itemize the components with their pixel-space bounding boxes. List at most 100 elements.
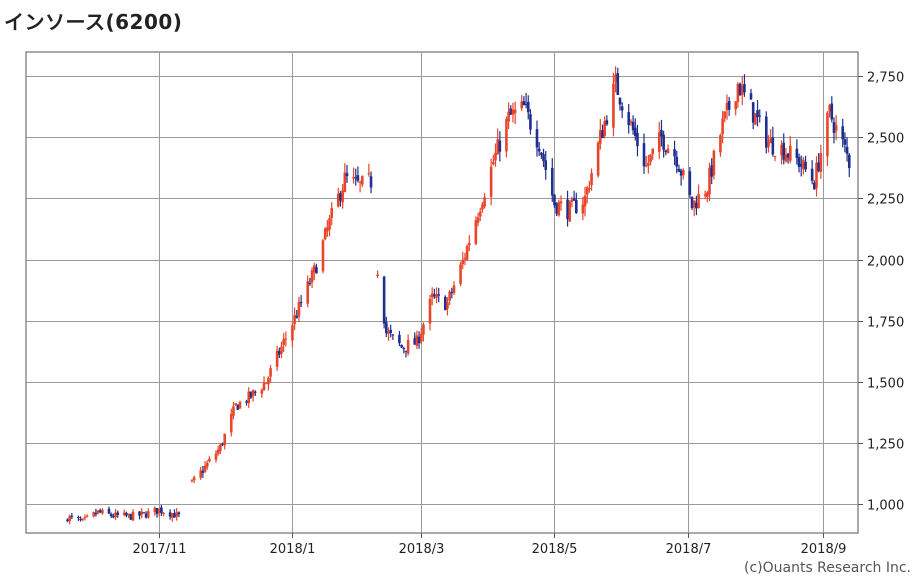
candle-down <box>498 140 502 152</box>
candle-down <box>677 168 681 172</box>
candle-up <box>734 101 738 110</box>
candle-down <box>535 129 539 148</box>
candle-down <box>400 344 403 348</box>
candle-up <box>583 195 587 207</box>
candle-up <box>326 227 329 232</box>
candle-up <box>81 518 85 520</box>
candle-up <box>666 148 670 154</box>
candle-down <box>616 73 620 95</box>
candle-down <box>98 510 102 513</box>
candle-up <box>419 333 423 342</box>
candle-up <box>721 118 724 135</box>
candle-up <box>114 512 117 518</box>
candle-up <box>557 202 561 216</box>
y-tick-label: 1,500 <box>867 377 904 392</box>
candle-up <box>297 301 301 317</box>
candle-up <box>706 192 709 198</box>
candle-up <box>802 159 805 170</box>
candle-up <box>789 145 792 161</box>
candle-down <box>382 276 386 324</box>
candle-up <box>306 281 310 304</box>
candle-down <box>295 316 299 318</box>
candle-up <box>96 510 100 514</box>
candle-down <box>109 514 113 517</box>
candle-down <box>743 84 746 93</box>
candle-up <box>321 240 325 272</box>
x-tick-label: 2018/5 <box>532 542 578 557</box>
candle-up <box>483 197 486 207</box>
candle-down <box>245 401 248 403</box>
candle-up <box>474 220 478 244</box>
candle-up <box>767 142 770 148</box>
candle-up <box>712 150 716 176</box>
candle-up <box>703 194 707 196</box>
candle-up <box>157 508 161 513</box>
candle-down <box>356 175 360 181</box>
candle-down <box>177 512 181 515</box>
candle-up <box>478 211 482 217</box>
candle-up <box>330 207 334 218</box>
candle-up <box>343 172 347 192</box>
candle-down <box>77 517 80 519</box>
candle-down <box>526 101 530 113</box>
candle-up <box>496 139 499 155</box>
candle-down <box>605 120 609 125</box>
candle-up <box>697 193 700 208</box>
candle-up <box>140 511 144 515</box>
candle-down <box>841 126 845 140</box>
candle-up <box>251 390 255 396</box>
candle-up <box>596 142 600 176</box>
candle-up <box>435 294 438 298</box>
candle-down <box>574 200 578 214</box>
candle-up <box>754 113 757 125</box>
candle-down <box>642 143 646 167</box>
candle-up <box>122 512 126 516</box>
candle-up <box>590 173 593 185</box>
candle-up <box>146 511 150 518</box>
candle-up <box>422 324 425 335</box>
y-tick-label: 1,250 <box>867 438 904 453</box>
candle-down <box>524 104 528 106</box>
candle-down <box>542 154 545 162</box>
candle-up <box>291 325 294 341</box>
candle-up <box>260 390 264 394</box>
candle-up <box>614 74 617 83</box>
candle-up <box>68 515 71 522</box>
candle-down <box>758 115 762 117</box>
candle-up <box>581 204 585 214</box>
candle-up <box>153 507 157 512</box>
candle-up <box>192 477 196 481</box>
candle-up <box>428 298 432 324</box>
candle-down <box>727 101 731 110</box>
candle-up <box>190 480 194 482</box>
candle-down <box>830 103 834 120</box>
candle-down <box>236 404 240 410</box>
candle-up <box>708 167 711 195</box>
candle-up <box>629 121 633 123</box>
candle-up <box>452 285 456 293</box>
candle-down <box>786 153 790 158</box>
candle-down <box>315 267 318 274</box>
candle-up <box>203 465 207 472</box>
candle-up <box>219 444 222 452</box>
candle-down <box>738 83 742 96</box>
candle-down <box>345 173 349 177</box>
candle-up <box>280 346 283 354</box>
candle-down <box>749 93 753 100</box>
candle-down <box>201 470 205 473</box>
candle-up <box>520 101 524 109</box>
candle-down <box>138 511 141 516</box>
y-tick-label: 2,750 <box>867 71 904 86</box>
candle-up <box>568 201 572 222</box>
candle-down <box>695 202 698 209</box>
candle-down <box>572 198 576 201</box>
y-tick-label: 2,250 <box>867 193 904 208</box>
x-tick-label: 2018/1 <box>270 542 316 557</box>
candle-up <box>599 130 602 144</box>
candle-down <box>710 165 713 177</box>
candle-up <box>205 462 209 467</box>
candle-down <box>618 97 622 105</box>
candle-down <box>142 512 146 514</box>
candle-up <box>216 449 220 454</box>
candle-down <box>847 154 851 169</box>
